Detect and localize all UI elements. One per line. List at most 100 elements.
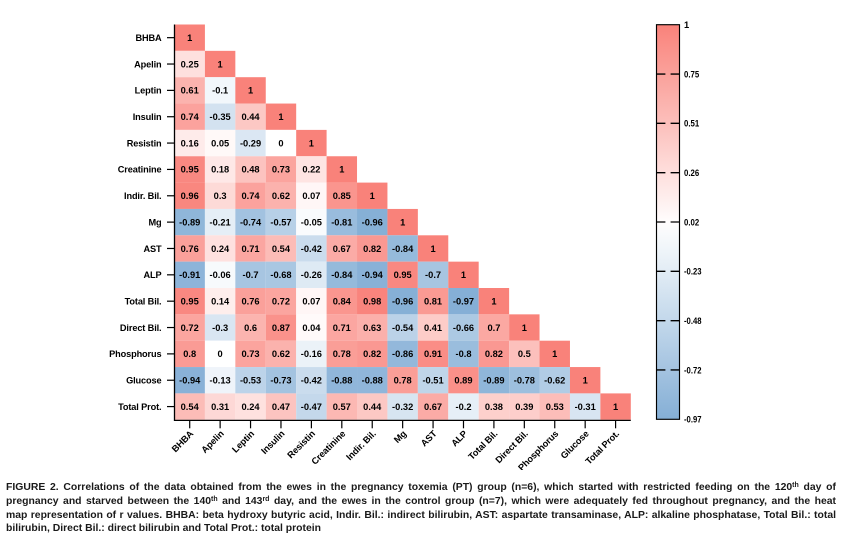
svg-text:0.16: 0.16 bbox=[181, 138, 199, 148]
svg-text:0.72: 0.72 bbox=[272, 296, 290, 306]
svg-text:0.3: 0.3 bbox=[214, 191, 227, 201]
svg-text:-0.84: -0.84 bbox=[331, 270, 353, 280]
svg-text:0.95: 0.95 bbox=[181, 165, 199, 175]
svg-text:1: 1 bbox=[430, 244, 435, 254]
svg-text:Leptin: Leptin bbox=[135, 86, 162, 96]
svg-text:1: 1 bbox=[522, 323, 527, 333]
svg-text:0.22: 0.22 bbox=[302, 165, 320, 175]
svg-text:1: 1 bbox=[309, 138, 314, 148]
svg-text:-0.89: -0.89 bbox=[483, 376, 504, 386]
svg-text:1: 1 bbox=[684, 20, 689, 30]
svg-text:-0.51: -0.51 bbox=[422, 376, 443, 386]
svg-text:0.85: 0.85 bbox=[333, 191, 351, 201]
svg-text:-0.66: -0.66 bbox=[453, 323, 474, 333]
svg-text:1: 1 bbox=[187, 33, 192, 43]
svg-text:0.76: 0.76 bbox=[241, 296, 259, 306]
svg-text:0.87: 0.87 bbox=[272, 323, 290, 333]
svg-text:-0.57: -0.57 bbox=[270, 217, 291, 227]
svg-text:0.25: 0.25 bbox=[181, 59, 199, 69]
svg-text:0.89: 0.89 bbox=[454, 376, 472, 386]
svg-text:0.74: 0.74 bbox=[241, 191, 260, 201]
svg-text:1: 1 bbox=[248, 86, 253, 96]
svg-text:-0.21: -0.21 bbox=[210, 217, 231, 227]
svg-text:0.24: 0.24 bbox=[241, 402, 260, 412]
svg-text:1: 1 bbox=[613, 402, 618, 412]
svg-text:0: 0 bbox=[218, 349, 223, 359]
svg-text:0.96: 0.96 bbox=[181, 191, 199, 201]
svg-text:-0.54: -0.54 bbox=[392, 323, 414, 333]
svg-text:-0.53: -0.53 bbox=[240, 376, 261, 386]
svg-text:0.41: 0.41 bbox=[424, 323, 442, 333]
svg-text:-0.91: -0.91 bbox=[179, 270, 200, 280]
svg-text:-0.74: -0.74 bbox=[240, 217, 262, 227]
svg-text:0.67: 0.67 bbox=[333, 244, 351, 254]
svg-text:Phosphorus: Phosphorus bbox=[109, 349, 161, 359]
svg-text:Apelin: Apelin bbox=[199, 428, 226, 455]
svg-text:0.76: 0.76 bbox=[181, 244, 199, 254]
svg-text:-0.13: -0.13 bbox=[210, 376, 231, 386]
svg-text:0.82: 0.82 bbox=[485, 349, 503, 359]
svg-text:-0.35: -0.35 bbox=[210, 112, 231, 122]
svg-text:-0.42: -0.42 bbox=[301, 244, 322, 254]
svg-text:0.74: 0.74 bbox=[181, 112, 200, 122]
svg-text:-0.29: -0.29 bbox=[240, 138, 261, 148]
svg-text:0.05: 0.05 bbox=[211, 138, 229, 148]
svg-text:Leptin: Leptin bbox=[230, 428, 256, 454]
svg-text:-0.06: -0.06 bbox=[210, 270, 231, 280]
svg-text:Mg: Mg bbox=[392, 429, 408, 445]
svg-text:0.91: 0.91 bbox=[424, 349, 442, 359]
svg-text:-0.73: -0.73 bbox=[270, 376, 291, 386]
svg-text:Indir. Bil.: Indir. Bil. bbox=[124, 191, 161, 201]
svg-text:0.44: 0.44 bbox=[363, 402, 382, 412]
svg-text:-0.97: -0.97 bbox=[453, 296, 474, 306]
svg-text:0.31: 0.31 bbox=[211, 402, 229, 412]
svg-text:0.14: 0.14 bbox=[211, 296, 230, 306]
svg-text:0.62: 0.62 bbox=[272, 191, 290, 201]
svg-text:-0.3: -0.3 bbox=[212, 323, 228, 333]
svg-text:0.84: 0.84 bbox=[333, 296, 352, 306]
svg-text:0.18: 0.18 bbox=[211, 165, 229, 175]
svg-text:0.61: 0.61 bbox=[181, 86, 199, 96]
svg-text:-0.1: -0.1 bbox=[212, 86, 228, 96]
svg-text:0.75: 0.75 bbox=[684, 69, 699, 79]
svg-text:-0.62: -0.62 bbox=[544, 376, 565, 386]
svg-text:BHBA: BHBA bbox=[170, 428, 196, 454]
svg-text:1: 1 bbox=[491, 296, 496, 306]
svg-text:-0.48: -0.48 bbox=[684, 316, 702, 326]
svg-text:Glucose: Glucose bbox=[126, 376, 161, 386]
svg-text:Insulin: Insulin bbox=[259, 428, 287, 456]
svg-text:-0.97: -0.97 bbox=[684, 415, 702, 425]
svg-text:AST: AST bbox=[143, 244, 162, 254]
svg-text:0.6: 0.6 bbox=[244, 323, 257, 333]
svg-text:0.54: 0.54 bbox=[181, 402, 200, 412]
svg-text:Indir. Bil.: Indir. Bil. bbox=[344, 429, 378, 463]
svg-text:-0.7: -0.7 bbox=[425, 270, 441, 280]
svg-text:1: 1 bbox=[461, 270, 466, 280]
svg-text:0.95: 0.95 bbox=[181, 296, 199, 306]
svg-text:AST: AST bbox=[419, 428, 439, 448]
svg-text:-0.94: -0.94 bbox=[179, 376, 201, 386]
svg-text:1: 1 bbox=[339, 165, 344, 175]
svg-text:0.53: 0.53 bbox=[546, 402, 564, 412]
svg-text:0.71: 0.71 bbox=[333, 323, 351, 333]
svg-text:0.39: 0.39 bbox=[515, 402, 533, 412]
svg-text:0.82: 0.82 bbox=[363, 244, 381, 254]
svg-text:0: 0 bbox=[278, 138, 283, 148]
svg-text:-0.88: -0.88 bbox=[331, 376, 352, 386]
svg-text:0.54: 0.54 bbox=[272, 244, 291, 254]
svg-text:0.51: 0.51 bbox=[684, 119, 699, 129]
svg-text:-0.47: -0.47 bbox=[301, 402, 322, 412]
svg-text:0.78: 0.78 bbox=[333, 349, 351, 359]
svg-text:0.7: 0.7 bbox=[487, 323, 500, 333]
svg-text:0.63: 0.63 bbox=[363, 323, 381, 333]
svg-text:0.07: 0.07 bbox=[302, 191, 320, 201]
svg-text:-0.84: -0.84 bbox=[392, 244, 414, 254]
svg-text:0.72: 0.72 bbox=[181, 323, 199, 333]
svg-text:1: 1 bbox=[583, 376, 588, 386]
svg-text:0.8: 0.8 bbox=[183, 349, 196, 359]
svg-text:0.5: 0.5 bbox=[518, 349, 531, 359]
svg-text:-0.23: -0.23 bbox=[684, 267, 702, 277]
svg-text:-0.16: -0.16 bbox=[301, 349, 322, 359]
svg-text:-0.94: -0.94 bbox=[362, 270, 384, 280]
svg-text:Resistin: Resistin bbox=[127, 138, 162, 148]
